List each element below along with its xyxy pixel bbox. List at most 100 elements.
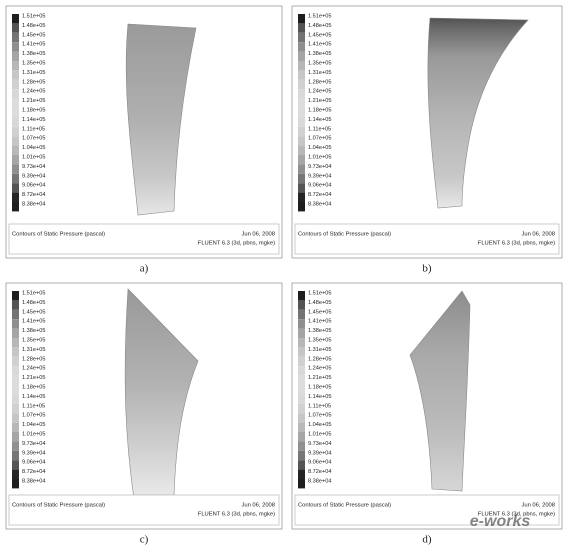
colorbar-label: 1.24e+05 <box>22 89 46 95</box>
colorbar-label: 1.18e+05 <box>308 107 332 113</box>
colorbar-swatch <box>12 385 19 395</box>
panel: 1.51e+05 1.48e+05 1.45e+05 1.41e+05 1.38e+05… <box>5 5 283 275</box>
colorbar-swatch <box>298 173 305 184</box>
colorbar-swatch <box>298 413 305 423</box>
colorbar-label: 1.11e+05 <box>308 403 331 409</box>
colorbar-swatch <box>298 192 305 202</box>
colorbar-swatch <box>12 450 19 461</box>
footer-software: FLUENT 6.3 (3d, pbns, mgke) <box>478 512 555 518</box>
colorbar-label: 1.18e+05 <box>308 384 332 390</box>
colorbar-swatch <box>12 375 19 385</box>
panel-caption: c) <box>140 534 149 546</box>
colorbar-swatch <box>298 32 305 43</box>
colorbar-label: 1.31e+05 <box>22 70 46 76</box>
colorbar-label: 1.28e+05 <box>308 79 332 85</box>
colorbar-label: 9.73e+04 <box>308 441 332 447</box>
colorbar-swatch <box>298 145 305 155</box>
colorbar-swatch <box>298 441 305 451</box>
colorbar-label: 1.51e+05 <box>308 13 332 19</box>
colorbar-swatch <box>12 145 19 155</box>
colorbar-label: 1.48e+05 <box>308 23 332 29</box>
colorbar-swatch <box>298 183 305 193</box>
colorbar-label: 1.07e+05 <box>22 413 46 419</box>
colorbar-label: 1.35e+05 <box>22 337 46 343</box>
colorbar-swatch <box>298 469 305 479</box>
colorbar-label: 8.38e+04 <box>308 201 332 207</box>
colorbar-label: 1.28e+05 <box>22 356 46 362</box>
colorbar-swatch <box>12 79 19 90</box>
panel-caption: a) <box>140 263 149 275</box>
colorbar-label: 1.48e+05 <box>22 300 46 306</box>
colorbar-swatch <box>12 422 19 432</box>
colorbar-label: 1.21e+05 <box>22 375 46 381</box>
colorbar-label: 1.41e+05 <box>22 319 46 325</box>
colorbar-swatch <box>298 51 305 61</box>
colorbar-swatch <box>298 432 305 442</box>
colorbar-label: 1.45e+05 <box>308 32 332 38</box>
colorbar-swatch <box>12 98 19 108</box>
colorbar-swatch <box>12 183 19 193</box>
colorbar-swatch <box>298 338 305 348</box>
colorbar-label: 9.06e+04 <box>308 460 332 466</box>
colorbar-label: 8.38e+04 <box>308 478 332 484</box>
footer-date: Jun 06, 2008 <box>521 232 555 238</box>
colorbar-label: 1.21e+05 <box>308 98 332 104</box>
colorbar-swatch <box>12 460 19 470</box>
colorbar-label: 1.41e+05 <box>22 42 46 48</box>
colorbar-label: 1.14e+05 <box>22 117 46 123</box>
colorbar-label: 1.07e+05 <box>308 136 332 142</box>
panel: 1.51e+05 1.48e+05 1.45e+05 1.41e+05 1.38e+05… <box>291 282 563 546</box>
colorbar-swatch <box>12 126 19 137</box>
colorbar-swatch <box>12 32 19 43</box>
colorbar-swatch <box>298 70 305 80</box>
colorbar-label: 1.31e+05 <box>308 347 332 353</box>
colorbar-label: 1.24e+05 <box>22 366 46 372</box>
colorbar-swatch <box>298 309 305 320</box>
footer-title: Contours of Static Pressure (pascal) <box>298 232 391 238</box>
colorbar-swatch <box>298 460 305 470</box>
colorbar-swatch <box>298 300 305 310</box>
colorbar-label: 1.35e+05 <box>308 337 332 343</box>
footer-box <box>8 223 280 255</box>
colorbar-label: 9.39e+04 <box>22 173 46 179</box>
colorbar-label: 9.06e+04 <box>22 183 46 189</box>
colorbar-label: 1.04e+05 <box>22 145 46 151</box>
colorbar-swatch <box>12 108 19 118</box>
footer-date: Jun 06, 2008 <box>521 503 555 509</box>
colorbar-label: 1.31e+05 <box>308 70 332 76</box>
colorbar-label: 1.01e+05 <box>22 154 46 160</box>
panel-caption: d) <box>422 534 432 546</box>
colorbar-label: 1.11e+05 <box>22 126 45 132</box>
colorbar-swatch <box>12 479 19 489</box>
colorbar-label: 8.72e+04 <box>22 192 46 198</box>
colorbar-swatch <box>12 413 19 423</box>
colorbar-label: 9.73e+04 <box>22 441 46 447</box>
panel-caption: b) <box>422 263 432 275</box>
colorbar-label: 8.72e+04 <box>308 469 332 475</box>
colorbar-label: 1.51e+05 <box>308 290 332 296</box>
colorbar-swatch <box>298 89 305 99</box>
colorbar-label: 1.45e+05 <box>22 309 46 315</box>
colorbar-label: 9.73e+04 <box>308 164 332 170</box>
colorbar-swatch <box>12 136 19 146</box>
colorbar-label: 1.18e+05 <box>22 107 46 113</box>
colorbar-label: 1.14e+05 <box>308 394 332 400</box>
colorbar-label: 1.45e+05 <box>22 32 46 38</box>
colorbar-swatch <box>298 366 305 376</box>
colorbar-swatch <box>298 61 305 71</box>
colorbar-label: 1.45e+05 <box>308 309 332 315</box>
colorbar-swatch <box>12 51 19 61</box>
colorbar-swatch <box>12 164 19 174</box>
colorbar-label: 1.38e+05 <box>308 51 332 57</box>
blade-contour <box>427 17 529 209</box>
colorbar-swatch <box>298 42 305 52</box>
colorbar-swatch <box>12 202 19 212</box>
colorbar-swatch <box>298 422 305 432</box>
colorbar-label: 1.01e+05 <box>308 431 332 437</box>
colorbar-swatch <box>12 291 19 301</box>
colorbar-label: 1.41e+05 <box>308 42 332 48</box>
colorbar-swatch <box>298 291 305 301</box>
colorbar-label: 9.73e+04 <box>22 164 46 170</box>
colorbar-label: 1.07e+05 <box>308 413 332 419</box>
